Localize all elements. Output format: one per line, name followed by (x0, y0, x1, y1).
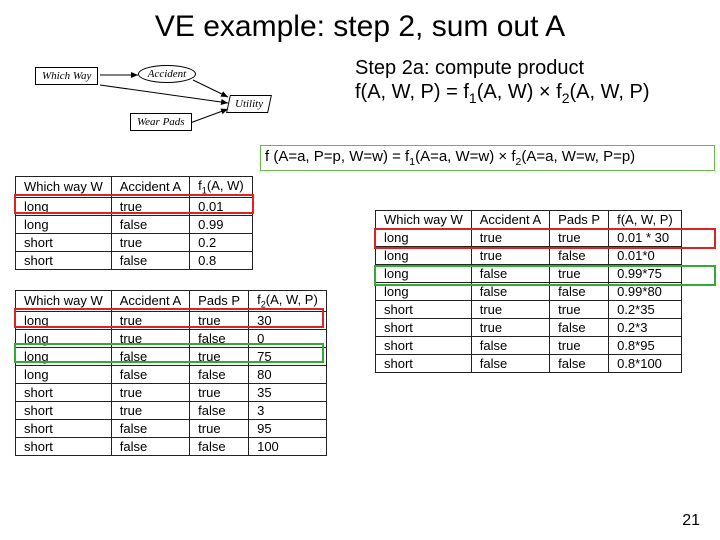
table-result: Which way WAccident APads Pf(A, W, P) lo… (375, 210, 682, 373)
table-f1: Which way WAccident A f1(A, W) longtrue0… (15, 176, 253, 270)
table-row: longtrue0.01 (16, 197, 253, 215)
table-row: shortfalsefalse0.8*100 (376, 355, 682, 373)
table-row: longfalsefalse80 (16, 365, 327, 383)
table-row: shorttruefalse3 (16, 401, 327, 419)
table-row: shorttruefalse0.2*3 (376, 319, 682, 337)
table-row: shortfalsefalse100 (16, 437, 327, 455)
table-header: Which way WAccident APads Pf(A, W, P) (376, 211, 682, 229)
influence-diagram: Which Way Accident Wear Pads Utility (30, 55, 275, 145)
node-utility: Utility (226, 95, 272, 113)
table-row: shortfalse0.8 (16, 251, 253, 269)
table-row: shortfalsetrue95 (16, 419, 327, 437)
table-row: shortfalsetrue0.8*95 (376, 337, 682, 355)
step-description: Step 2a: compute product f(A, W, P) = f1… (355, 56, 715, 107)
formula-box: f (A=a, P=p, W=w) = f1(A=a, W=w) × f2(A=… (260, 145, 715, 171)
table-row: longfalsefalse0.99*80 (376, 283, 682, 301)
table-row: shorttrue0.2 (16, 233, 253, 251)
table-row: longfalse0.99 (16, 215, 253, 233)
table-row: longfalsetrue75 (16, 347, 327, 365)
node-accident: Accident (138, 65, 196, 83)
table-row: shorttruetrue0.2*35 (376, 301, 682, 319)
table-row: longtruefalse0.01*0 (376, 247, 682, 265)
table-row: shorttruetrue35 (16, 383, 327, 401)
page-number: 21 (682, 512, 700, 530)
table-row: longtruefalse0 (16, 329, 327, 347)
table-row: longtruetrue0.01 * 30 (376, 229, 682, 247)
table-header: Which way WAccident A f1(A, W) (16, 177, 253, 198)
table-f2: Which way WAccident APads P f2(A, W, P) … (15, 290, 327, 456)
table-row: longtruetrue30 (16, 311, 327, 329)
table-row: longfalsetrue0.99*75 (376, 265, 682, 283)
step-line-2: f(A, W, P) = f1(A, W) × f2(A, W, P) (355, 80, 715, 107)
table-header: Which way WAccident APads P f2(A, W, P) (16, 291, 327, 312)
node-which-way: Which Way (35, 67, 98, 85)
step-line-1: Step 2a: compute product (355, 56, 715, 80)
page-title: VE example: step 2, sum out A (0, 0, 720, 44)
node-wear-pads: Wear Pads (130, 113, 192, 131)
